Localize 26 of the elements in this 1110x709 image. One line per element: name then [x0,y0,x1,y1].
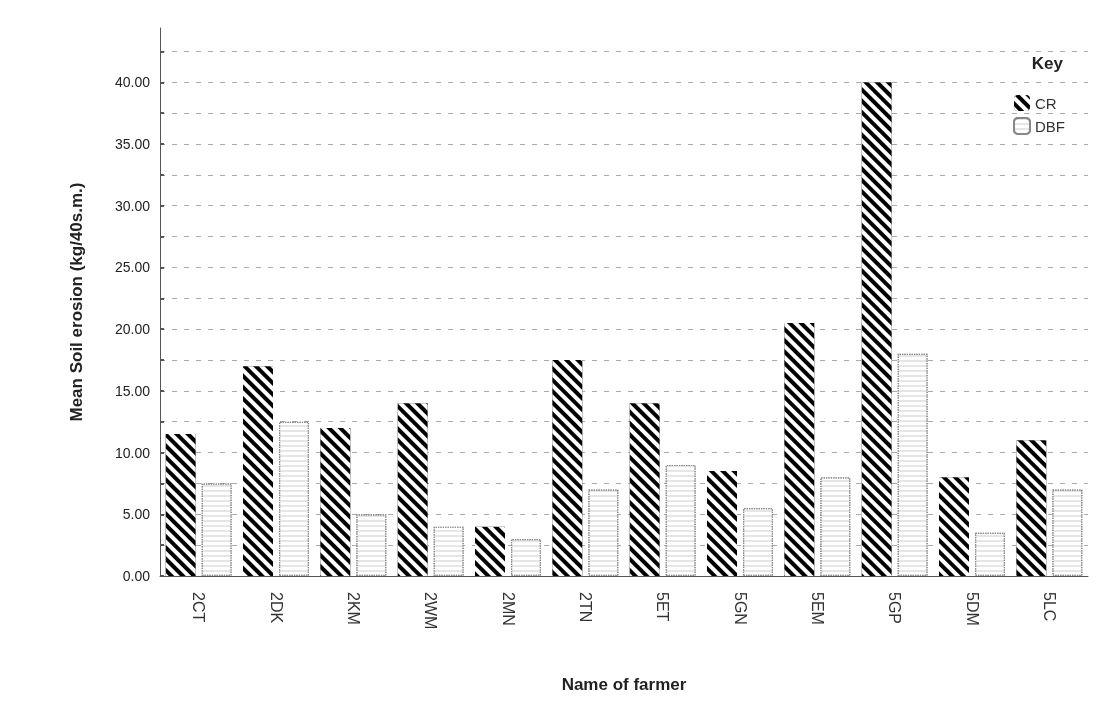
y-axis-title: Mean Soil erosion (kg/40s.m.) [67,182,86,422]
x-tick-label: 2MN [499,592,517,626]
y-tick-label: 20.00 [114,321,151,338]
y-tick-label: 0.00 [122,568,151,584]
y-tick-label: 35.00 [114,136,151,153]
x-tick-label: 2TN [576,592,594,623]
x-tick-label: 2WM [422,592,440,630]
x-axis-title: Name of farmer [561,675,687,694]
legend-title: Key [1031,54,1064,73]
x-tick-label: 5ET [654,592,672,622]
x-tick-label: 2KM [344,592,362,625]
x-tick-label: 5EM [808,592,826,625]
legend-label: CR [1035,94,1057,112]
y-tick-label: 10.00 [114,444,151,461]
y-tick-label: 5.00 [122,506,151,523]
x-tick-label: 5GP [886,592,904,625]
x-tick-label: 5LC [1040,592,1058,622]
y-tick-label: 30.00 [114,197,151,214]
y-tick-label: 25.00 [114,259,151,276]
legend-label: DBF [1035,117,1065,135]
x-tick-label: 2CT [190,592,208,623]
x-tick-label: 2DK [267,592,285,624]
x-tick-label: 5DM [963,592,981,626]
y-tick-label: 40.00 [114,74,151,91]
x-tick-label: 5GN [731,592,749,625]
y-tick-label: 15.00 [114,382,151,399]
